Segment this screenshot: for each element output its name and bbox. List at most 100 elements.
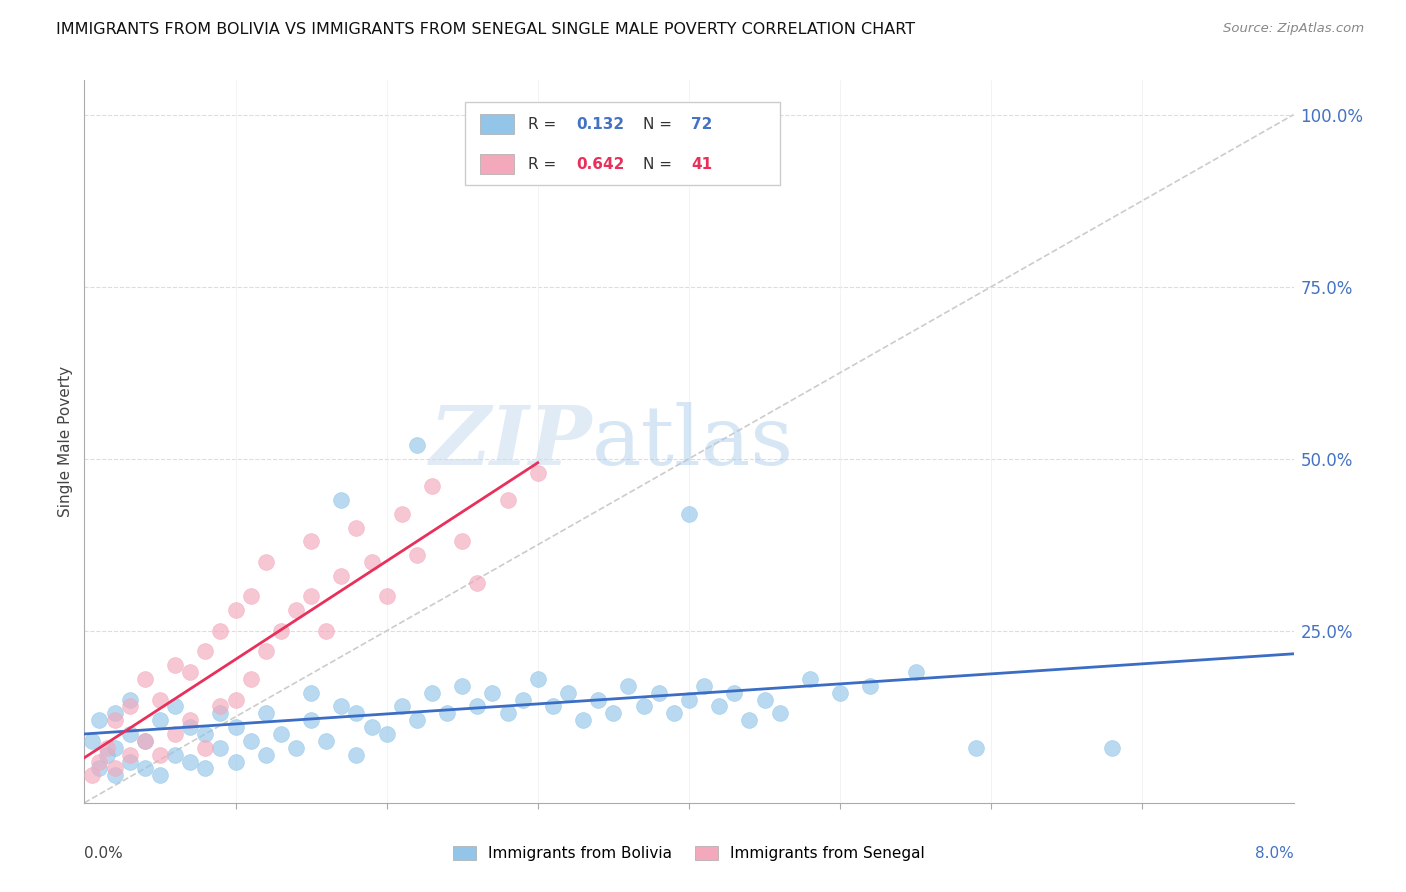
Text: N =: N = bbox=[643, 117, 676, 132]
Point bbox=[225, 755, 247, 769]
Point bbox=[179, 720, 201, 734]
Text: Source: ZipAtlas.com: Source: ZipAtlas.com bbox=[1223, 22, 1364, 36]
Point bbox=[420, 686, 443, 700]
Point bbox=[451, 679, 474, 693]
Point bbox=[134, 761, 156, 775]
Point bbox=[149, 692, 172, 706]
Point bbox=[80, 768, 103, 782]
Text: N =: N = bbox=[643, 157, 676, 171]
Point bbox=[467, 699, 489, 714]
Point bbox=[118, 699, 141, 714]
Point bbox=[270, 624, 292, 638]
Point bbox=[89, 761, 111, 775]
Point bbox=[391, 507, 413, 521]
Point bbox=[209, 699, 232, 714]
Point bbox=[104, 713, 127, 727]
Text: 0.132: 0.132 bbox=[576, 117, 624, 132]
Legend: Immigrants from Bolivia, Immigrants from Senegal: Immigrants from Bolivia, Immigrants from… bbox=[447, 840, 931, 867]
Point bbox=[165, 699, 187, 714]
Point bbox=[617, 679, 640, 693]
Point bbox=[481, 686, 503, 700]
Point bbox=[285, 740, 308, 755]
Point bbox=[96, 740, 118, 755]
Point bbox=[648, 686, 671, 700]
Point bbox=[299, 590, 322, 604]
Point bbox=[134, 734, 156, 748]
Text: R =: R = bbox=[529, 157, 561, 171]
Point bbox=[738, 713, 761, 727]
Text: 41: 41 bbox=[692, 157, 713, 171]
Point bbox=[375, 590, 398, 604]
Point bbox=[769, 706, 792, 721]
Point bbox=[285, 603, 308, 617]
Point bbox=[118, 747, 141, 762]
Point bbox=[859, 679, 882, 693]
Point bbox=[436, 706, 458, 721]
Point bbox=[80, 734, 103, 748]
Point bbox=[360, 555, 382, 569]
Point bbox=[209, 740, 232, 755]
Point bbox=[118, 755, 141, 769]
Point bbox=[420, 479, 443, 493]
Point bbox=[254, 747, 277, 762]
Text: 8.0%: 8.0% bbox=[1254, 847, 1294, 861]
Point bbox=[330, 699, 353, 714]
Point bbox=[194, 644, 217, 658]
Point bbox=[406, 548, 429, 562]
FancyBboxPatch shape bbox=[479, 114, 513, 135]
Point bbox=[527, 672, 550, 686]
Point bbox=[754, 692, 776, 706]
Point bbox=[633, 699, 655, 714]
Point bbox=[346, 747, 368, 762]
Point bbox=[467, 575, 489, 590]
Point bbox=[89, 755, 111, 769]
Point bbox=[346, 706, 368, 721]
Point bbox=[225, 603, 247, 617]
Point bbox=[89, 713, 111, 727]
Point bbox=[965, 740, 987, 755]
Point bbox=[179, 665, 201, 679]
Point bbox=[330, 493, 353, 508]
Point bbox=[496, 706, 519, 721]
Text: 0.0%: 0.0% bbox=[84, 847, 124, 861]
Point bbox=[194, 761, 217, 775]
Point bbox=[149, 713, 172, 727]
FancyBboxPatch shape bbox=[479, 154, 513, 174]
Point bbox=[602, 706, 624, 721]
Point bbox=[496, 493, 519, 508]
Point bbox=[588, 692, 610, 706]
Point bbox=[254, 644, 277, 658]
Point bbox=[678, 507, 700, 521]
Point bbox=[299, 686, 322, 700]
Point bbox=[799, 672, 821, 686]
Text: R =: R = bbox=[529, 117, 561, 132]
Point bbox=[451, 534, 474, 549]
Text: 72: 72 bbox=[692, 117, 713, 132]
Point bbox=[194, 727, 217, 741]
Point bbox=[346, 520, 368, 534]
Point bbox=[1101, 740, 1123, 755]
Point bbox=[209, 706, 232, 721]
Point bbox=[165, 747, 187, 762]
Point bbox=[104, 768, 127, 782]
Point bbox=[315, 734, 337, 748]
Point bbox=[179, 713, 201, 727]
Point bbox=[134, 734, 156, 748]
Y-axis label: Single Male Poverty: Single Male Poverty bbox=[58, 366, 73, 517]
Point bbox=[572, 713, 595, 727]
Text: ZIP: ZIP bbox=[430, 401, 592, 482]
Point bbox=[254, 555, 277, 569]
Point bbox=[149, 768, 172, 782]
Point bbox=[149, 747, 172, 762]
Point bbox=[179, 755, 201, 769]
Point bbox=[904, 665, 927, 679]
Point bbox=[299, 713, 322, 727]
Point bbox=[830, 686, 852, 700]
Point bbox=[299, 534, 322, 549]
Point bbox=[239, 672, 262, 686]
Point bbox=[239, 590, 262, 604]
Point bbox=[678, 692, 700, 706]
Point bbox=[709, 699, 731, 714]
Point bbox=[104, 761, 127, 775]
Point bbox=[360, 720, 382, 734]
